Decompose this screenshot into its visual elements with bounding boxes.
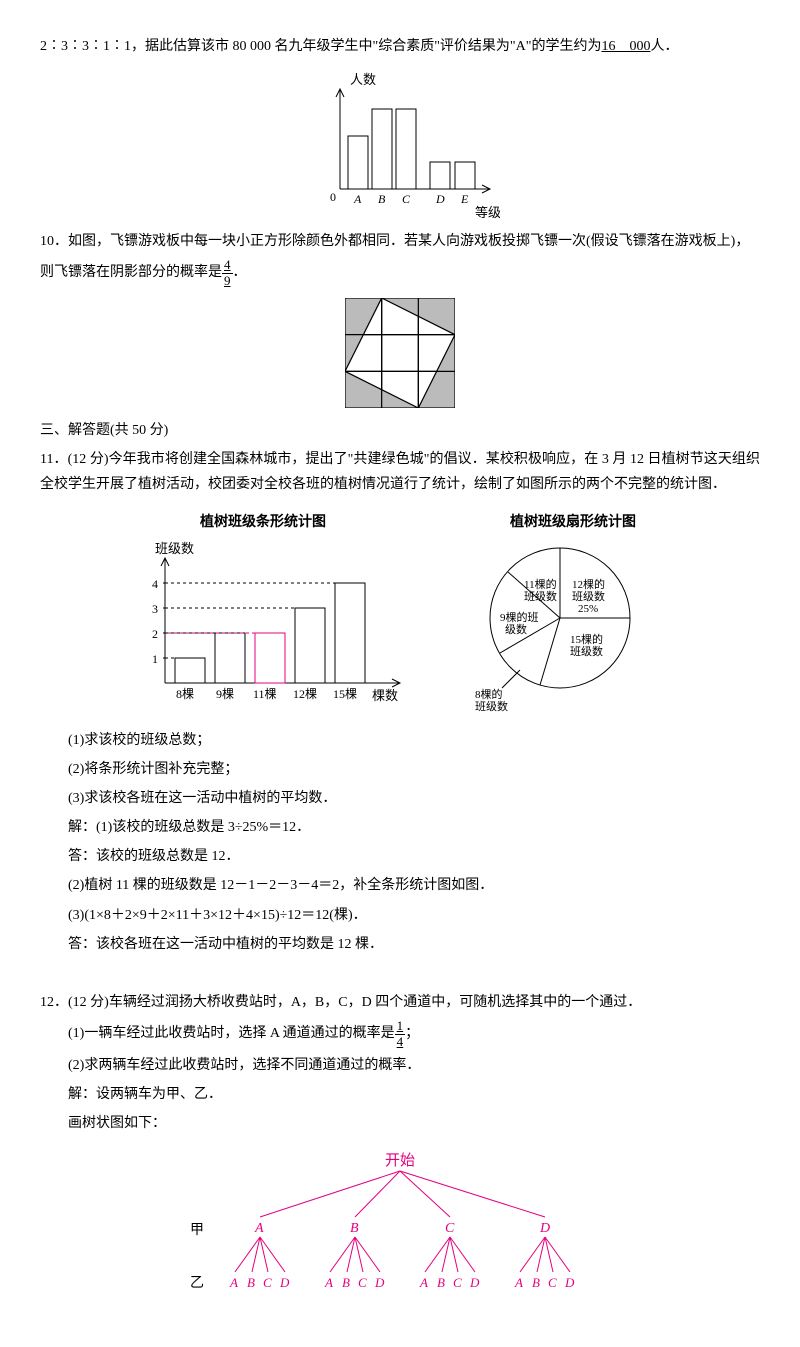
svg-text:A: A	[514, 1275, 523, 1290]
svg-text:C: C	[402, 192, 411, 206]
q10-frac: 49	[222, 258, 233, 288]
svg-text:B: B	[378, 192, 386, 206]
svg-text:C: C	[548, 1275, 557, 1290]
svg-text:D: D	[374, 1275, 385, 1290]
svg-text:A: A	[254, 1221, 264, 1236]
q11-sol2: (2)植树 11 棵的班级数是 12－1－2－3－4＝2，补全条形统计图如图．	[40, 873, 760, 898]
svg-text:D: D	[564, 1275, 575, 1290]
q12-sol: 解：设两辆车为甲、乙．	[40, 1082, 760, 1107]
svg-text:C: C	[263, 1275, 272, 1290]
q10-figure	[40, 298, 760, 408]
q11-sub2: (2)将条形统计图补充完整；	[40, 757, 760, 782]
q9-suffix: 人．	[650, 39, 678, 54]
svg-text:A: A	[229, 1275, 238, 1290]
svg-text:C: C	[453, 1275, 462, 1290]
svg-text:B: B	[342, 1275, 350, 1290]
svg-text:班级数: 班级数	[155, 541, 194, 556]
svg-text:D: D	[279, 1275, 290, 1290]
q9-answer: 16 000	[601, 39, 650, 54]
svg-text:12棵: 12棵	[293, 686, 317, 701]
svg-text:0: 0	[330, 190, 336, 204]
svg-text:D: D	[469, 1275, 480, 1290]
svg-text:A: A	[353, 192, 362, 206]
svg-text:B: B	[437, 1275, 445, 1290]
svg-text:12棵的: 12棵的	[572, 577, 605, 591]
q9-text: 2∶3∶3∶1∶1，据此估算该市 80 000 名九年级学生中"综合素质"评价结…	[40, 34, 760, 59]
q9-prefix: 2∶3∶3∶1∶1，据此估算该市 80 000 名九年级学生中"综合素质"评价结…	[40, 39, 601, 54]
bar-title: 植树班级条形统计图	[199, 513, 326, 530]
q10-text1: 如图，飞镖游戏板中每一块小正方形除颜色外都相同．若某人向游戏板投掷飞镖一次(假设…	[68, 234, 749, 249]
tree-start: 开始	[385, 1152, 415, 1169]
svg-text:2: 2	[152, 627, 158, 641]
svg-text:甲: 甲	[190, 1223, 204, 1238]
svg-text:D: D	[539, 1221, 550, 1236]
q11-sub3: (3)求该校各班在这一活动中植树的平均数．	[40, 786, 760, 811]
svg-text:班级数: 班级数	[524, 590, 557, 603]
q9-chart: 人数 0 A B C D E 等级	[40, 69, 760, 219]
svg-text:9棵: 9棵	[216, 686, 234, 701]
svg-text:等级: 等级	[475, 205, 500, 219]
svg-text:D: D	[435, 192, 445, 206]
q11-num: 11．	[40, 452, 68, 467]
q12-sub1: (1)一辆车经过此收费站时，选择 A 通道通过的概率是14；	[40, 1019, 760, 1049]
svg-text:E: E	[460, 192, 469, 206]
svg-text:15棵: 15棵	[333, 686, 357, 701]
svg-text:C: C	[358, 1275, 367, 1290]
q12-num: 12．	[40, 995, 68, 1010]
q12-intro: (12 分)车辆经过润扬大桥收费站时，A，B，C，D 四个通道中，可随机选择其中…	[68, 995, 641, 1010]
svg-text:8棵: 8棵	[176, 686, 194, 701]
svg-text:乙: 乙	[190, 1275, 204, 1291]
svg-text:8棵的: 8棵的	[475, 687, 503, 701]
svg-text:B: B	[247, 1275, 255, 1290]
svg-text:11棵: 11棵	[253, 686, 277, 701]
svg-text:B: B	[350, 1221, 359, 1236]
q10-num: 10．	[40, 234, 68, 249]
svg-text:1: 1	[152, 652, 158, 666]
q11-sol1b: 答：该校的班级总数是 12．	[40, 844, 760, 869]
q11-sol3b: 答：该校各班在这一活动中植树的平均数是 12 棵．	[40, 932, 760, 957]
svg-text:A: A	[324, 1275, 333, 1290]
q11: 11．(12 分)今年我市将创建全国森林城市，提出了"共建绿色城"的倡议．某校积…	[40, 447, 760, 497]
svg-text:班级数: 班级数	[572, 590, 605, 603]
q12-frac: 14	[395, 1019, 406, 1049]
svg-text:3: 3	[152, 602, 158, 616]
svg-text:9棵的班: 9棵的班	[500, 610, 539, 624]
q10: 10．如图，飞镖游戏板中每一块小正方形除颜色外都相同．若某人向游戏板投掷飞镖一次…	[40, 229, 760, 254]
svg-text:C: C	[445, 1221, 455, 1236]
section3-heading: 三、解答题(共 50 分)	[40, 418, 760, 443]
q12-sub2: (2)求两辆车经过此收费站时，选择不同通道通过的概率．	[40, 1053, 760, 1078]
svg-text:11棵的: 11棵的	[524, 577, 557, 591]
svg-text:4: 4	[152, 577, 158, 591]
svg-text:级数: 级数	[505, 623, 527, 636]
svg-text:班级数: 班级数	[475, 700, 508, 713]
q10-line2: 则飞镖落在阴影部分的概率是49．	[40, 258, 760, 288]
q11-charts: 植树班级条形统计图 班级数 1 2 3 4 8棵 9棵 11棵 12棵 15棵 …	[40, 508, 760, 718]
q12-tree-label: 画树状图如下：	[40, 1111, 760, 1136]
q10-text2: 则飞镖落在阴影部分的概率是	[40, 265, 222, 280]
svg-text:15棵的: 15棵的	[570, 632, 603, 646]
q9-ylabel: 人数	[350, 72, 376, 87]
q11-sol1a: 解：(1)该校的班级总数是 3÷25%＝12．	[40, 815, 760, 840]
pie-title: 植树班级扇形统计图	[509, 513, 636, 530]
q11-sol3a: (3)(1×8＋2×9＋2×11＋3×12＋4×15)÷12＝12(棵)．	[40, 903, 760, 928]
q11-sub1: (1)求该校的班级总数；	[40, 728, 760, 753]
q11-intro: (12 分)今年我市将创建全国森林城市，提出了"共建绿色城"的倡议．某校积极响应…	[40, 452, 760, 492]
q12-tree: 开始 甲 A B C D 乙 ABCD ABCD ABCD ABCD	[40, 1147, 760, 1307]
svg-text:班级数: 班级数	[570, 645, 603, 658]
svg-text:25%: 25%	[578, 603, 598, 615]
svg-text:A: A	[419, 1275, 428, 1290]
svg-text:B: B	[532, 1275, 540, 1290]
svg-text:棵数: 棵数	[372, 688, 398, 703]
q12: 12．(12 分)车辆经过润扬大桥收费站时，A，B，C，D 四个通道中，可随机选…	[40, 990, 760, 1015]
